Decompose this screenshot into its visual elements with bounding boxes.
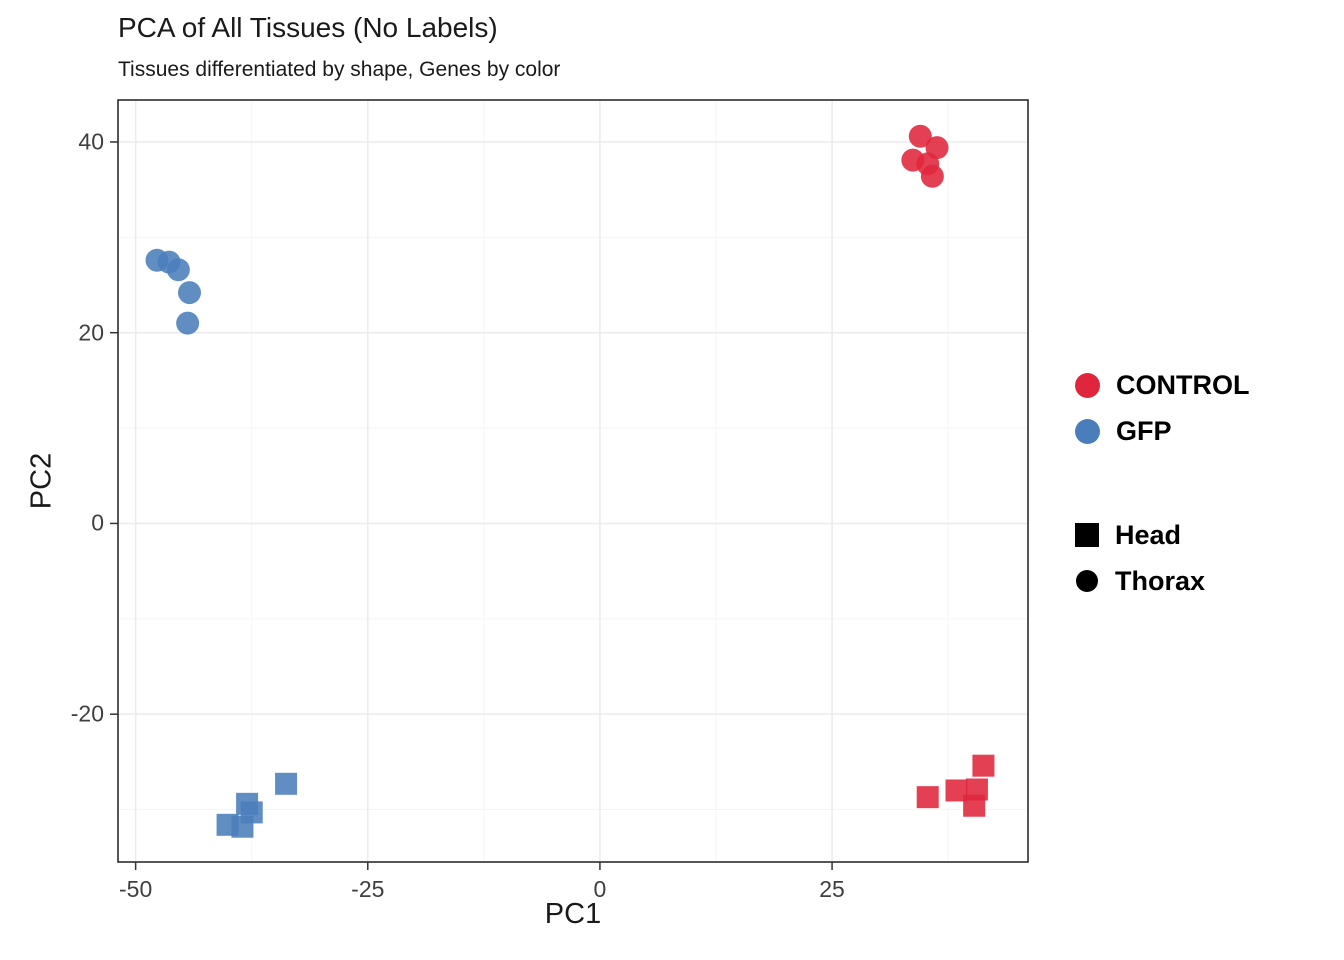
panel-background bbox=[118, 100, 1028, 862]
legend-item-head-key-square-icon bbox=[1075, 523, 1099, 547]
legend-item-head-label: Head bbox=[1115, 519, 1182, 550]
y-tick-label: -20 bbox=[70, 700, 104, 727]
legend-item-control-label: CONTROL bbox=[1116, 369, 1250, 400]
legend-item-gfp-label: GFP bbox=[1116, 415, 1172, 446]
y-tick-label: 40 bbox=[78, 128, 104, 155]
chart-title: PCA of All Tissues (No Labels) bbox=[118, 12, 498, 43]
panel-border bbox=[117, 99, 1029, 863]
legend-item-control-key-circle-icon bbox=[1075, 372, 1100, 398]
point-gfp-head bbox=[275, 772, 298, 795]
legend-item-gfp-key-circle-icon bbox=[1075, 418, 1100, 444]
y-tick-label: 20 bbox=[78, 319, 104, 346]
point-control-head bbox=[963, 794, 986, 817]
x-tick-label: 25 bbox=[819, 876, 845, 902]
legend-gene-color: CONTROL GFP bbox=[1075, 362, 1249, 454]
point-control-thorax bbox=[908, 124, 932, 148]
legend-item-control: CONTROL bbox=[1075, 362, 1249, 408]
point-gfp-thorax bbox=[178, 281, 201, 305]
legend-item-thorax-label: Thorax bbox=[1115, 565, 1206, 596]
x-tick-label: 0 bbox=[593, 876, 607, 902]
point-gfp-thorax bbox=[176, 311, 200, 335]
point-control-head bbox=[916, 786, 939, 809]
point-control-head bbox=[945, 779, 968, 802]
point-control-head bbox=[972, 754, 995, 777]
y-tick-label: 0 bbox=[91, 509, 104, 536]
x-tick-label: -25 bbox=[351, 876, 385, 902]
y-axis-label: PC2 bbox=[25, 452, 58, 510]
x-tick-label: -50 bbox=[119, 876, 153, 902]
legend-item-thorax: Thorax bbox=[1075, 558, 1205, 604]
point-gfp-head bbox=[231, 815, 254, 838]
point-gfp-thorax bbox=[166, 258, 190, 282]
x-axis-label: PC1 bbox=[544, 898, 602, 930]
legend-item-gfp: GFP bbox=[1075, 408, 1249, 454]
legend-tissue-shape: Head Thorax bbox=[1075, 512, 1205, 604]
point-control-thorax bbox=[920, 164, 944, 188]
legend-item-head: Head bbox=[1075, 512, 1205, 558]
chart-subtitle: Tissues differentiated by shape, Genes b… bbox=[118, 58, 561, 81]
legend-item-thorax-key-circle-icon bbox=[1076, 570, 1098, 592]
